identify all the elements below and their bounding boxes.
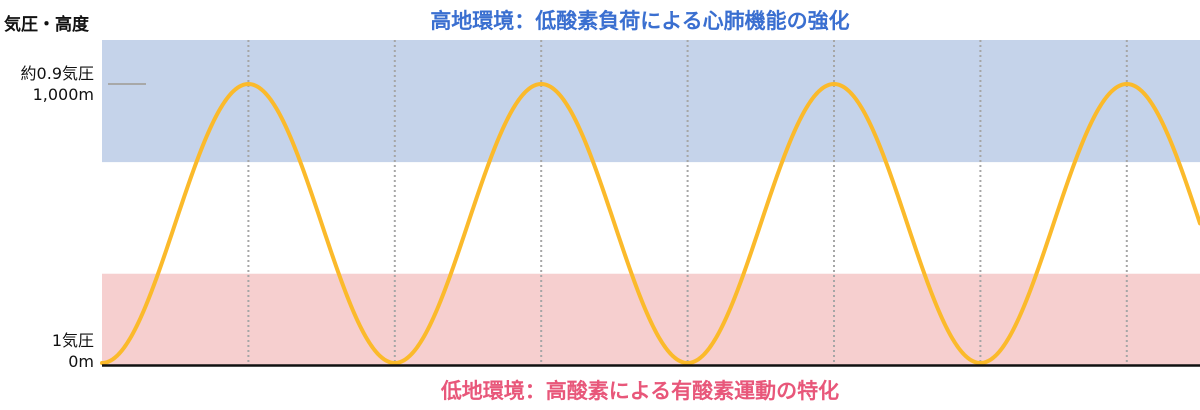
chart-title-bottom: 低地環境：高酸素による有酸素運動の特化 [440,379,839,403]
y-tick-label-0-line1: 1気圧 [52,331,94,350]
series-line-altitude-cycle [100,82,1200,365]
band-high-altitude-zone [102,40,1200,163]
y-axis-label: 気圧・高度 [3,14,90,35]
chart-title-top: 高地環境：低酸素負荷による心肺機能の強化 [430,9,849,33]
y-tick-label-1000-line1: 約0.9気圧 [21,64,94,83]
y-tick-label-0-line2: 0m [68,352,94,371]
y-tick-label-1000-line2: 1,000m [33,85,94,104]
